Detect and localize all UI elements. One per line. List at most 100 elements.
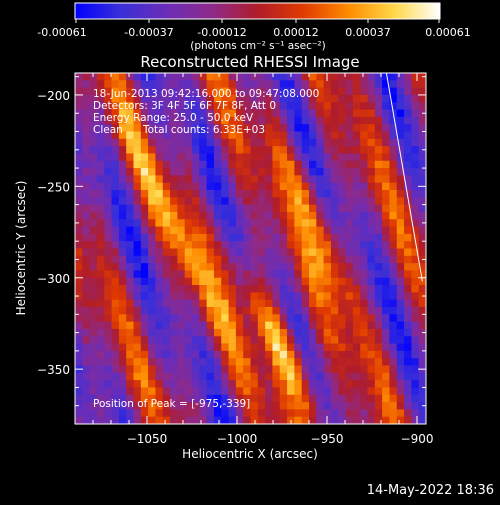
heatmap-cell: [170, 146, 178, 154]
heatmap-cell: [309, 314, 317, 322]
heatmap-cell: [352, 270, 361, 279]
heatmap-cell: [272, 168, 281, 176]
heatmap-cell: [279, 387, 288, 396]
heatmap-cell: [330, 211, 339, 220]
heatmap-cell: [411, 160, 419, 169]
heatmap-cell: [323, 197, 332, 205]
heatmap-cell: [411, 394, 419, 403]
heatmap-cell: [360, 73, 368, 81]
heatmap-cell: [418, 233, 426, 242]
heatmap-cell: [75, 175, 83, 183]
heatmap-cell: [352, 116, 361, 125]
heatmap-cell: [352, 87, 361, 96]
heatmap-cell: [250, 416, 259, 424]
heatmap-cell: [177, 255, 185, 264]
heatmap-cell: [360, 270, 368, 279]
heatmap-cell: [323, 394, 332, 403]
heatmap-cell: [192, 372, 200, 381]
heatmap-cell: [272, 197, 281, 205]
heatmap-cell: [250, 94, 259, 103]
heatmap-cell: [148, 343, 156, 352]
heatmap-cell: [265, 87, 273, 96]
heatmap-cell: [243, 387, 251, 396]
heatmap-cell: [96, 248, 105, 257]
heatmap-cell: [360, 307, 368, 315]
heatmap-cell: [279, 365, 288, 374]
heatmap-cell: [287, 80, 295, 88]
heatmap-cell: [338, 358, 346, 366]
heatmap-cell: [345, 380, 354, 388]
heatmap-cell: [162, 116, 171, 125]
heatmap-cell: [374, 102, 383, 110]
heatmap-cell: [374, 87, 383, 96]
heatmap-cell: [330, 116, 339, 125]
heatmap-cell: [140, 248, 149, 257]
heatmap-cell: [279, 80, 288, 88]
heatmap-cell: [170, 350, 178, 359]
heatmap-cell: [243, 365, 251, 374]
heatmap-cell: [155, 248, 164, 257]
heatmap-cell: [170, 182, 178, 191]
heatmap-cell: [316, 372, 324, 381]
heatmap-cell: [301, 175, 310, 183]
heatmap-cell: [111, 277, 120, 286]
heatmap-cell: [111, 233, 120, 242]
heatmap-cell: [352, 263, 361, 271]
heatmap-cell: [287, 153, 295, 162]
heatmap-cell: [221, 211, 229, 220]
heatmap-cell: [411, 80, 419, 88]
heatmap-cell: [206, 263, 215, 271]
heatmap-cell: [330, 314, 339, 322]
heatmap-cell: [221, 321, 229, 330]
heatmap-cell: [206, 204, 215, 213]
heatmap-cell: [213, 365, 222, 374]
heatmap-cell: [352, 402, 361, 410]
heatmap-cell: [323, 285, 332, 293]
heatmap-cell: [257, 409, 266, 417]
heatmap-cell: [126, 314, 134, 322]
heatmap-cell: [287, 168, 295, 176]
heatmap-cell: [257, 197, 266, 205]
heatmap-cell: [287, 409, 295, 417]
heatmap-cell: [162, 168, 171, 176]
heatmap-cell: [279, 255, 288, 264]
heatmap-cell: [294, 387, 302, 396]
heatmap-cell: [345, 292, 354, 300]
heatmap-cell: [367, 248, 376, 257]
heatmap-cell: [104, 387, 112, 396]
heatmap-cell: [287, 263, 295, 271]
heatmap-cell: [162, 211, 171, 220]
heatmap-cell: [126, 416, 134, 424]
heatmap-cell: [140, 292, 149, 300]
heatmap-cell: [418, 204, 426, 213]
heatmap-cell: [250, 336, 259, 344]
heatmap-cell: [396, 226, 405, 235]
heatmap-cell: [162, 146, 171, 154]
heatmap-cell: [294, 175, 302, 183]
heatmap-cell: [272, 299, 281, 308]
heatmap-cell: [389, 380, 398, 388]
heatmap-cell: [199, 387, 207, 396]
heatmap-cell: [389, 372, 398, 381]
heatmap-cell: [118, 109, 127, 118]
heatmap-cell: [206, 102, 215, 110]
heatmap-cell: [162, 314, 171, 322]
heatmap-cell: [206, 138, 215, 147]
heatmap-cell: [411, 343, 419, 352]
heatmap-cell: [177, 299, 185, 308]
heatmap-cell: [243, 102, 251, 110]
heatmap-cell: [82, 102, 90, 110]
heatmap-cell: [272, 255, 281, 264]
heatmap-cell: [155, 299, 164, 308]
heatmap-cell: [192, 182, 200, 191]
heatmap-cell: [396, 343, 405, 352]
heatmap-cell: [206, 226, 215, 235]
heatmap-cell: [235, 211, 244, 220]
heatmap-cell: [199, 219, 207, 227]
heatmap-cell: [104, 138, 112, 147]
heatmap-cell: [140, 94, 149, 103]
heatmap-cell: [82, 153, 90, 162]
heatmap-cell: [360, 87, 368, 96]
heatmap-cell: [257, 372, 266, 381]
heatmap-cell: [126, 153, 134, 162]
